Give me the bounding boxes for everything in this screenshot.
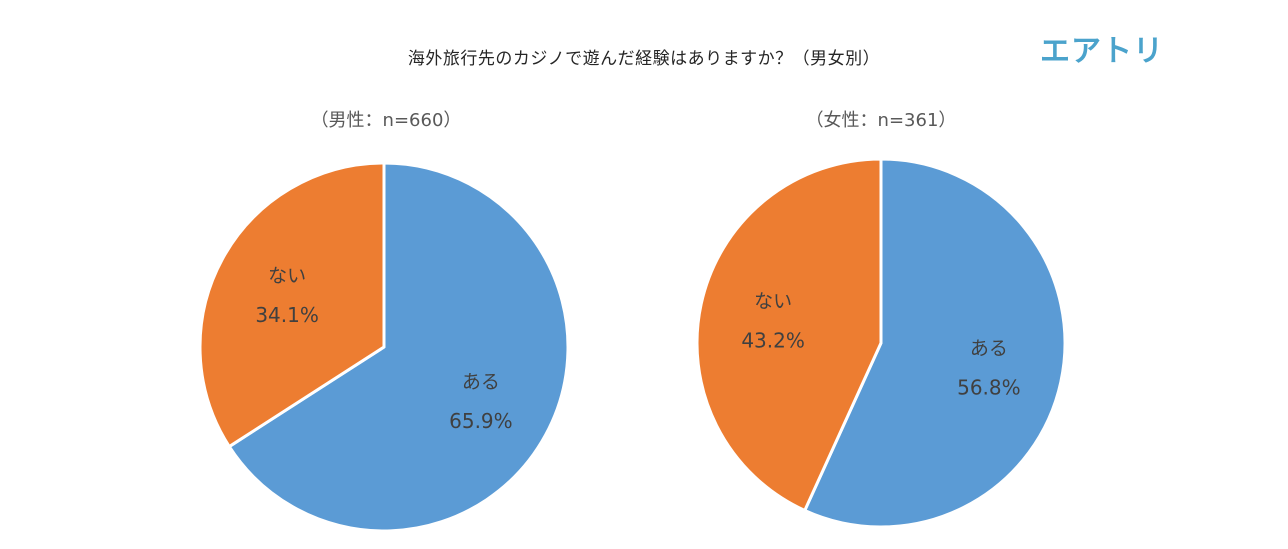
male-slice-value-nai: 34.1% [255, 303, 319, 327]
male-slice-nai [198, 161, 386, 449]
male-slice-label-aru: ある [462, 371, 500, 393]
female-pie-chart: ある 56.8% ない 43.2% [695, 157, 1067, 529]
airtrip-logo: エアトリ [1040, 34, 1164, 69]
female-slice-value-aru: 56.8% [957, 375, 1021, 399]
female-slice-nai [695, 157, 883, 512]
male-pie-chart: ある 65.9% ない 34.1% [198, 161, 570, 533]
female-slice-label-aru: ある [970, 337, 1008, 359]
male-slice-label-nai: ない [268, 265, 306, 287]
female-slice-label-nai: ない [754, 291, 792, 313]
female-slice-aru [803, 157, 1067, 529]
female-pie-subtitle: （女性：n=361） [805, 110, 957, 131]
male-slice-aru [227, 161, 570, 533]
male-pie-subtitle: （男性：n=660） [310, 110, 462, 131]
female-slice-value-nai: 43.2% [741, 329, 805, 353]
male-slice-value-aru: 65.9% [449, 409, 513, 433]
chart-title: 海外旅行先のカジノで遊んだ経験はありますか？（男女別） [407, 49, 881, 69]
